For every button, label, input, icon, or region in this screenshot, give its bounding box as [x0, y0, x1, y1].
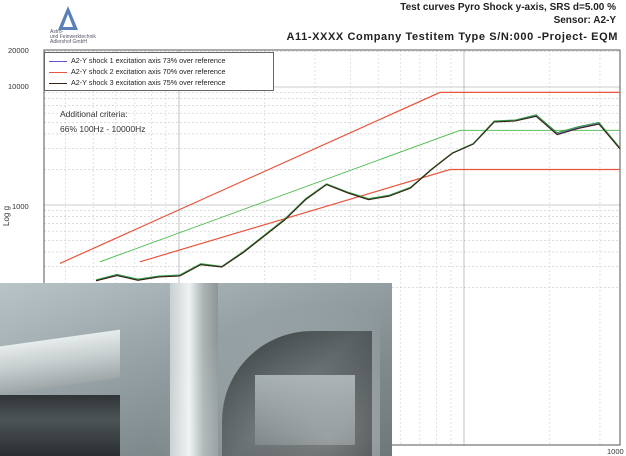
criteria-range: 66% 100Hz - 10000Hz [60, 124, 146, 134]
photo-post [170, 283, 218, 456]
tolerance-band [59, 91, 620, 264]
y-tick-label: 20000 [8, 46, 29, 55]
legend-swatch [49, 82, 67, 84]
series-line-shock3 [95, 115, 621, 282]
x-tick-label: 1000 [607, 447, 624, 456]
chart-legend: A2-Y shock 1 excitation axis 73% over re… [44, 52, 274, 91]
chart-title: Test curves Pyro Shock y-axis, SRS d=5.0… [400, 2, 616, 13]
legend-entry-shock1: A2-Y shock 1 excitation axis 73% over re… [49, 56, 225, 65]
test-fixture-photo [0, 283, 392, 456]
y-axis-label: Log g [2, 205, 11, 226]
series-line-shock1 [95, 115, 621, 281]
photo-base-left [0, 395, 120, 456]
series-group [95, 114, 621, 282]
legend-entry-shock2: A2-Y shock 2 excitation axis 70% over re… [49, 67, 225, 76]
legend-swatch [49, 71, 67, 73]
legend-swatch [49, 60, 67, 62]
sensor-label: Sensor: A2-Y [553, 15, 616, 26]
test-item-label: A11-XXXX Company Testitem Type S/N:000 -… [286, 31, 618, 43]
series-line-shock2 [95, 114, 621, 281]
photo-rail-left [0, 329, 120, 395]
photo-glare [120, 283, 380, 456]
company-logo-text: Astro- und Feinwerktechnik Adlershof Gmb… [50, 29, 96, 45]
legend-entry-shock3: A2-Y shock 3 excitation axis 75% over re… [49, 78, 225, 87]
photo-plate [255, 375, 355, 445]
y-tick-label: 10000 [8, 82, 29, 91]
tolerance-line-1 [59, 91, 620, 264]
tolerance-line-3 [139, 168, 620, 263]
criteria-title: Additional criteria: [60, 109, 128, 119]
triangle-logo-icon [58, 6, 78, 30]
y-tick-label: 1000 [12, 202, 29, 211]
